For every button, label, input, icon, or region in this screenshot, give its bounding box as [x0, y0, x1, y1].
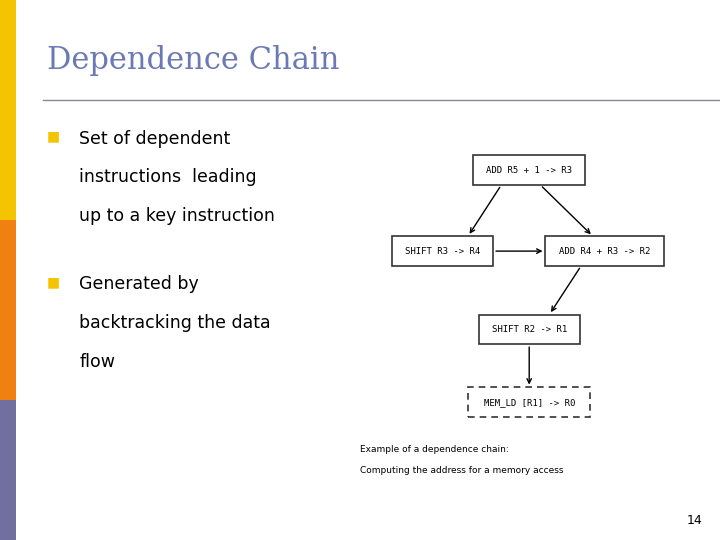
Bar	[392, 236, 493, 266]
Bar	[468, 388, 590, 417]
Text: flow: flow	[79, 353, 115, 371]
Text: ■: ■	[47, 130, 60, 144]
Text: Dependence Chain: Dependence Chain	[47, 45, 339, 76]
Text: ADD R4 + R3 -> R2: ADD R4 + R3 -> R2	[559, 247, 650, 255]
Text: Computing the address for a memory access: Computing the address for a memory acces…	[360, 466, 564, 475]
Text: Set of dependent: Set of dependent	[79, 130, 230, 147]
Text: 14: 14	[686, 514, 702, 526]
Text: ADD R5 + 1 -> R3: ADD R5 + 1 -> R3	[486, 166, 572, 174]
Bar	[474, 155, 585, 185]
Text: up to a key instruction: up to a key instruction	[79, 207, 275, 225]
Text: Generated by: Generated by	[79, 275, 199, 293]
Text: MEM_LD [R1] -> R0: MEM_LD [R1] -> R0	[484, 398, 575, 407]
Text: instructions  leading: instructions leading	[79, 168, 257, 186]
Text: ■: ■	[47, 275, 60, 289]
Bar	[546, 236, 665, 266]
Text: Example of a dependence chain:: Example of a dependence chain:	[360, 446, 509, 455]
Text: SHIFT R2 -> R1: SHIFT R2 -> R1	[492, 325, 567, 334]
Bar	[479, 314, 580, 345]
Text: SHIFT R3 -> R4: SHIFT R3 -> R4	[405, 247, 480, 255]
Text: backtracking the data: backtracking the data	[79, 314, 271, 332]
